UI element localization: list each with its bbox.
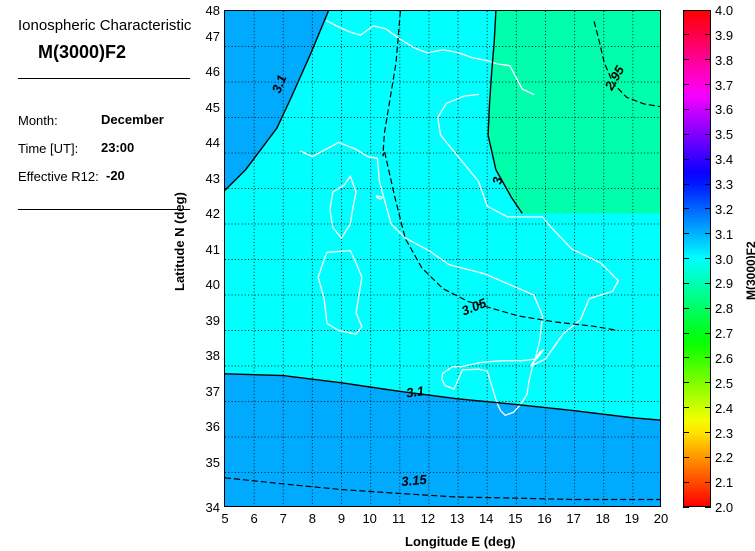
svg-text:3.15: 3.15 <box>401 472 428 489</box>
svg-text:3.1: 3.1 <box>405 383 425 400</box>
